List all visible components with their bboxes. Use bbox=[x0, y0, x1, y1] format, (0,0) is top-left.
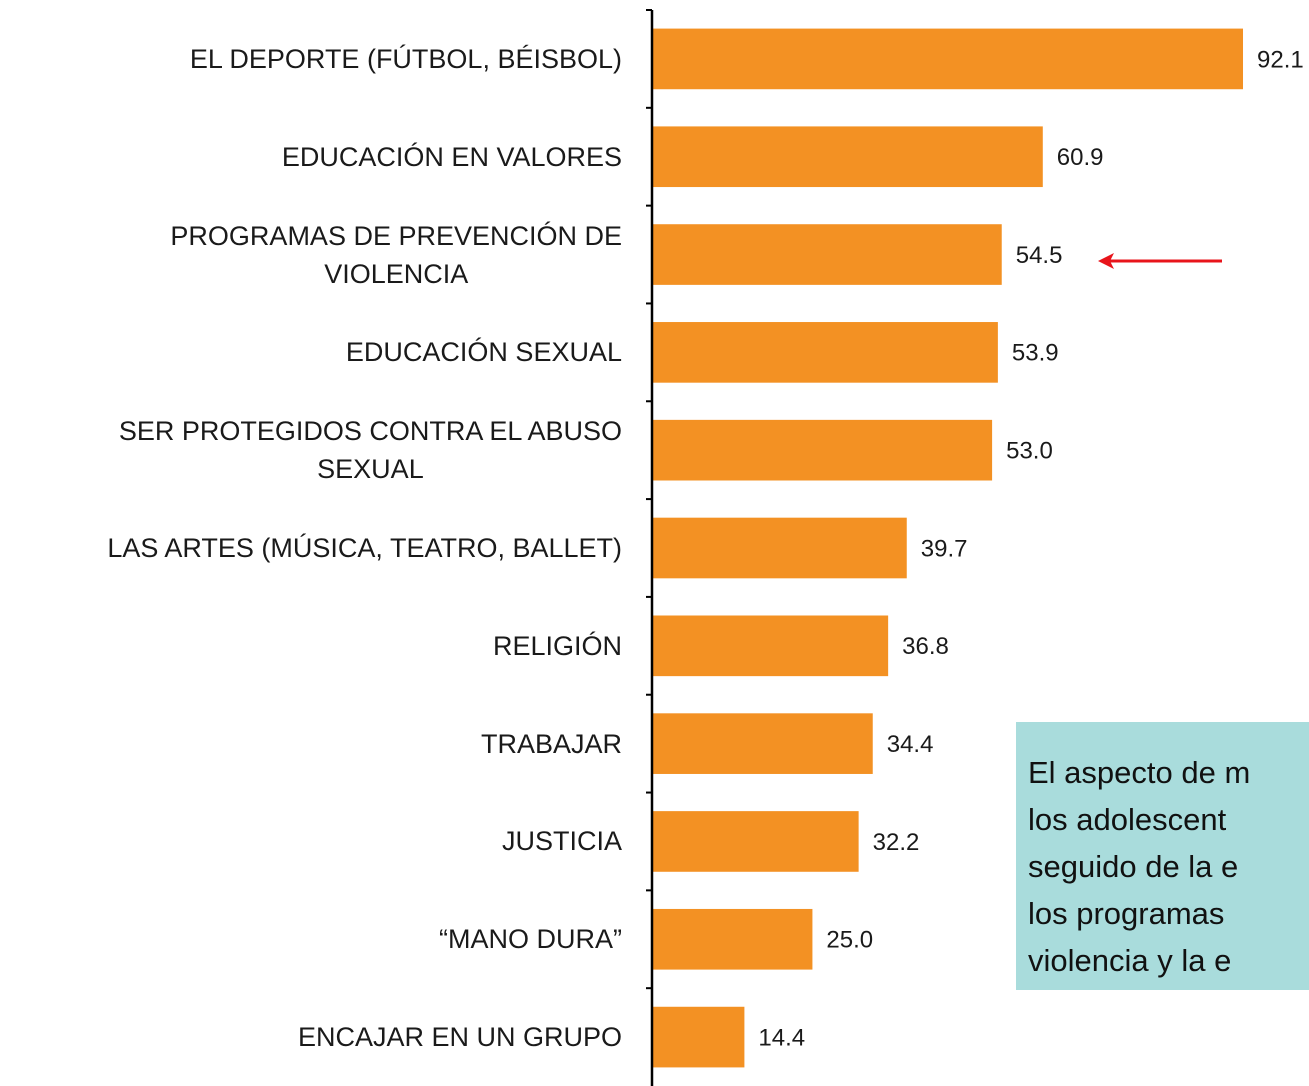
value-label: 53.0 bbox=[1006, 438, 1053, 465]
value-label: 14.4 bbox=[758, 1024, 805, 1051]
bar bbox=[652, 811, 859, 872]
value-label: 92.1 bbox=[1257, 46, 1304, 73]
bar bbox=[652, 1006, 745, 1068]
value-label: 36.8 bbox=[902, 633, 949, 660]
bar bbox=[652, 908, 813, 970]
value-label: 25.0 bbox=[826, 927, 873, 954]
bar bbox=[652, 322, 998, 383]
category-label: EL DEPORTE (FÚTBOL, BÉISBOL) bbox=[189, 43, 622, 74]
category-label: RELIGIÓN bbox=[492, 630, 622, 661]
category-label: EDUCACIÓN SEXUAL bbox=[345, 337, 622, 368]
annotation-box bbox=[1016, 722, 1309, 990]
bar bbox=[652, 419, 993, 481]
category-label: ENCAJAR EN UN GRUPO bbox=[297, 1022, 622, 1053]
value-label: 54.5 bbox=[1016, 242, 1063, 269]
bar bbox=[652, 615, 889, 677]
annotation-line: seguido de la e bbox=[1028, 849, 1238, 884]
annotation-line: los programas bbox=[1028, 896, 1224, 931]
category-label: EDUCACIÓN EN VALORES bbox=[281, 141, 622, 172]
bar bbox=[652, 224, 1002, 285]
category-label: TRABAJAR bbox=[480, 728, 622, 759]
category-label: LAS ARTES (MÚSICA, TEATRO, BALLET) bbox=[107, 533, 622, 563]
value-label: 60.9 bbox=[1057, 144, 1104, 171]
bar bbox=[652, 126, 1043, 188]
bar bbox=[652, 28, 1244, 90]
value-label: 32.2 bbox=[873, 829, 920, 856]
category-label: SER PROTEGIDOS CONTRA EL ABUSO SEXUAL bbox=[118, 416, 622, 485]
category-label: PROGRAMAS DE PREVENCIÓN DE VIOLENCIA bbox=[170, 220, 622, 289]
annotation-line: los adolescent bbox=[1028, 802, 1227, 837]
annotation-line: violencia y la e bbox=[1028, 943, 1231, 978]
value-label: 53.9 bbox=[1012, 340, 1059, 367]
value-label: 34.4 bbox=[887, 731, 934, 758]
arrow-head bbox=[1098, 253, 1114, 269]
annotation-line: El aspecto de m bbox=[1028, 755, 1250, 790]
category-label: JUSTICIA bbox=[501, 826, 622, 857]
bar bbox=[652, 517, 907, 579]
value-label: 39.7 bbox=[921, 535, 968, 562]
bar bbox=[652, 713, 873, 774]
category-label: “MANO DURA” bbox=[439, 924, 622, 955]
